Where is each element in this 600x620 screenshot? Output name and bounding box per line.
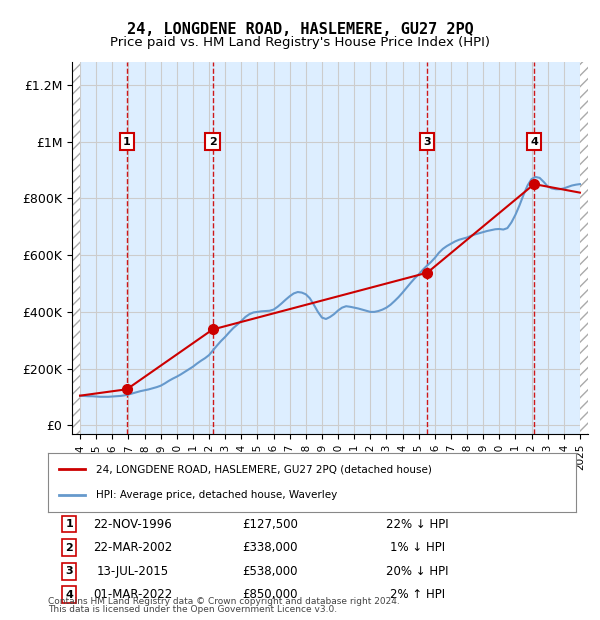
Text: 1: 1 xyxy=(65,519,73,529)
Text: 24, LONGDENE ROAD, HASLEMERE, GU27 2PQ: 24, LONGDENE ROAD, HASLEMERE, GU27 2PQ xyxy=(127,22,473,37)
Text: 1: 1 xyxy=(123,136,131,146)
Text: £538,000: £538,000 xyxy=(242,565,298,578)
Text: 2: 2 xyxy=(209,136,217,146)
Text: 13-JUL-2015: 13-JUL-2015 xyxy=(97,565,169,578)
Text: 4: 4 xyxy=(65,590,73,600)
Text: 3: 3 xyxy=(424,136,431,146)
Text: 22-MAR-2002: 22-MAR-2002 xyxy=(93,541,172,554)
Text: 20% ↓ HPI: 20% ↓ HPI xyxy=(386,565,449,578)
Text: This data is licensed under the Open Government Licence v3.0.: This data is licensed under the Open Gov… xyxy=(48,604,337,614)
Text: Price paid vs. HM Land Registry's House Price Index (HPI): Price paid vs. HM Land Registry's House … xyxy=(110,36,490,49)
Text: £127,500: £127,500 xyxy=(242,518,298,531)
Text: 4: 4 xyxy=(530,136,538,146)
Bar xyxy=(580,62,588,434)
Text: HPI: Average price, detached house, Waverley: HPI: Average price, detached house, Wave… xyxy=(95,490,337,500)
Text: 22-NOV-1996: 22-NOV-1996 xyxy=(93,518,172,531)
Bar xyxy=(72,62,80,434)
Text: 3: 3 xyxy=(65,566,73,576)
Text: 01-MAR-2022: 01-MAR-2022 xyxy=(93,588,172,601)
Text: 2% ↑ HPI: 2% ↑ HPI xyxy=(390,588,445,601)
Text: Contains HM Land Registry data © Crown copyright and database right 2024.: Contains HM Land Registry data © Crown c… xyxy=(48,597,400,606)
Text: 1% ↓ HPI: 1% ↓ HPI xyxy=(390,541,445,554)
Text: 24, LONGDENE ROAD, HASLEMERE, GU27 2PQ (detached house): 24, LONGDENE ROAD, HASLEMERE, GU27 2PQ (… xyxy=(95,464,431,474)
Text: £850,000: £850,000 xyxy=(242,588,298,601)
Text: £338,000: £338,000 xyxy=(242,541,298,554)
Text: 22% ↓ HPI: 22% ↓ HPI xyxy=(386,518,449,531)
Text: 2: 2 xyxy=(65,542,73,552)
